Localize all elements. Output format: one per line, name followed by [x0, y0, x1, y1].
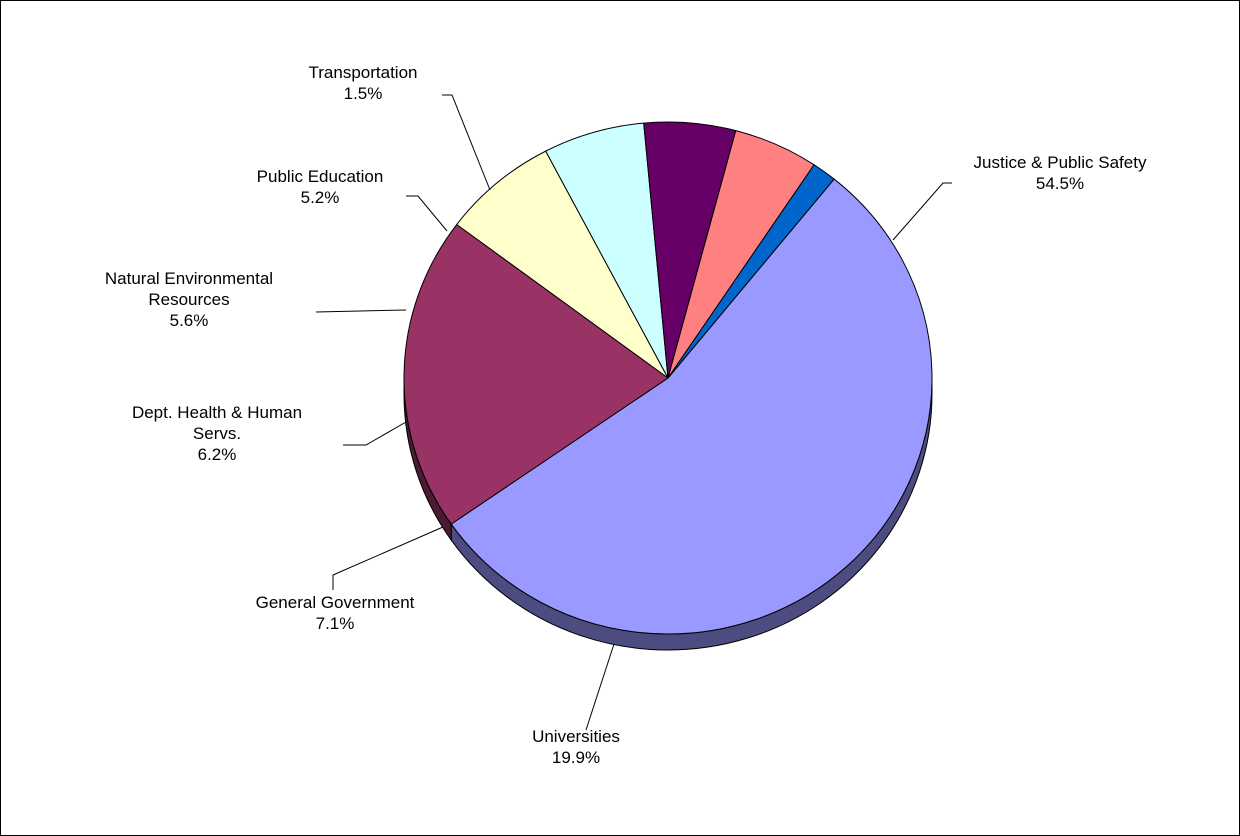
slice-general-government — [456, 150, 669, 379]
data-label-percent-dept-health-human: 6.2% — [198, 445, 237, 464]
leader-line-natural-environmental — [315, 309, 407, 313]
leader-line-public-education — [406, 195, 448, 232]
data-label-category-dept-health-human: Servs. — [193, 424, 241, 443]
slice-justice-public-safety — [450, 178, 933, 635]
leader-line-transportation — [442, 94, 491, 191]
pie-labels: Justice & Public Safety 54.5% Universities… — [105, 63, 1147, 767]
data-label-percent-public-education: 5.2% — [301, 188, 340, 207]
leader-line-general-government — [332, 526, 444, 590]
data-label-category-public-education: Public Education — [257, 167, 384, 186]
data-label-category-natural-environmental: Resources — [148, 290, 229, 309]
pie-slices — [403, 121, 933, 651]
data-label-category-dept-health-human: Dept. Health & Human — [132, 403, 302, 422]
data-label-percent-justice-public-safety: 54.5% — [1036, 174, 1084, 193]
leader-line-justice-public-safety — [892, 182, 952, 241]
data-label-percent-universities: 19.9% — [552, 748, 600, 767]
data-label-percent-transportation: 1.5% — [344, 84, 383, 103]
data-label-category-universities: Universities — [532, 727, 620, 746]
data-label-category-justice-public-safety: Justice & Public Safety — [974, 153, 1147, 172]
data-label-category-general-government: General Government — [256, 593, 415, 612]
slice-universities — [403, 224, 669, 525]
data-label-category-natural-environmental: Natural Environmental — [105, 269, 273, 288]
data-label-percent-natural-environmental: 5.6% — [170, 311, 209, 330]
data-label-category-transportation: Transportation — [309, 63, 418, 82]
slice-transportation — [667, 164, 835, 379]
leader-line-universities — [585, 643, 615, 731]
data-label-percent-general-government: 7.1% — [316, 614, 355, 633]
leader-line-dept-health-human — [343, 421, 407, 446]
